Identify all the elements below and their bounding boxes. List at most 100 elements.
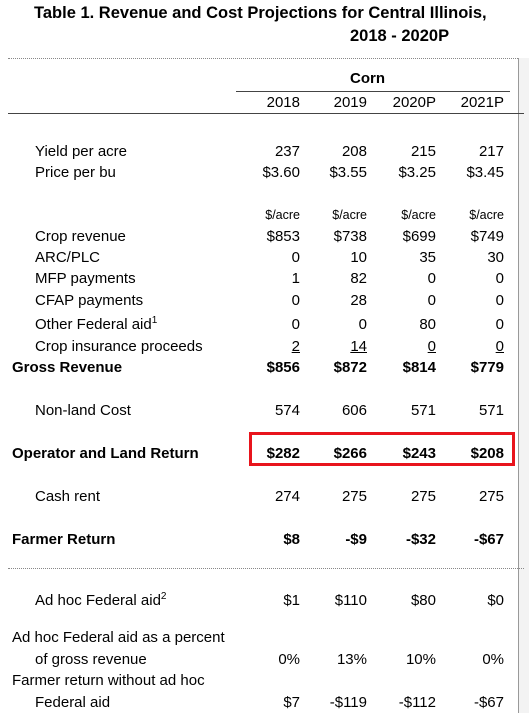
cell-mfp: 0 [427,270,436,287]
cell-farmer-return: $8 [283,531,300,548]
right-column-edge [518,58,529,713]
unit-label: $/acre [332,208,367,222]
cell-cash-rent: 275 [478,488,504,505]
table-title-line2: 2018 - 2020P [350,27,450,45]
row-label-cash-rent: Cash rent [35,488,101,505]
cell-yield: 215 [410,143,436,160]
row-label-insurance: Crop insurance proceeds [35,338,203,355]
cell-insurance: 2 [291,338,300,355]
footnote-marker: 1 [151,315,158,326]
row-label-cfap: CFAP payments [35,292,144,309]
cell-operator-return: $282 [266,445,300,462]
year-header: 2018 [266,94,300,111]
cell-cash-rent: 275 [410,488,436,505]
year-header: 2021P [460,94,504,111]
cell-operator-return: $243 [402,445,436,462]
cell-arc-plc: 0 [291,249,300,266]
row-label-gross-revenue: Gross Revenue [12,359,123,376]
cell-nonland-cost: 571 [478,402,504,419]
year-header: 2019 [333,94,367,111]
cell-other-aid: 80 [419,316,436,333]
footnote-marker: 2 [160,591,167,602]
cell-adhoc-aid: $80 [410,592,436,609]
cell-price: $3.25 [398,164,436,181]
cell-adhoc-aid: $110 [334,592,367,609]
cell-other-aid: 0 [358,316,367,333]
cell-insurance: 14 [350,338,367,355]
top-divider [8,58,524,59]
group-header-underline [236,91,510,92]
cell-farmer-return: -$67 [473,531,504,548]
cell-nonland-cost: 606 [341,402,367,419]
cell-insurance-wrap: 0 [434,338,504,355]
row-label-adhoc-percent-line2: of gross revenue [35,651,147,668]
row-label-arc-plc: ARC/PLC [35,249,101,266]
cell-other-aid: 0 [495,316,504,333]
cell-mfp: 1 [291,270,300,287]
cell-cfap: 0 [427,292,436,309]
cell-without-aid: -$112 [398,694,436,711]
cell-price: $3.55 [329,164,367,181]
row-label-other-aid-text: Other Federal aid [35,316,152,333]
unit-label: $/acre [469,208,504,222]
cell-operator-return: $208 [470,445,504,462]
cell-farmer-return: -$9 [345,531,367,548]
cell-adhoc-percent: 10% [405,651,436,668]
cell-gross-revenue: $872 [333,359,367,376]
row-label-adhoc-aid-text: Ad hoc Federal aid [35,592,161,609]
cell-operator-return: $266 [333,445,367,462]
cell-gross-revenue: $779 [470,359,504,376]
row-label-price: Price per bu [35,164,116,181]
cell-arc-plc: 10 [350,249,367,266]
row-label-without-aid-line2: Federal aid [35,694,111,711]
row-label-without-aid-line1: Farmer return without ad hoc [12,672,205,689]
cell-crop-revenue: $853 [266,228,300,245]
unit-label: $/acre [265,208,300,222]
highlight-box [249,432,515,466]
cell-insurance: 0 [427,338,436,355]
cell-adhoc-percent: 0% [278,651,300,668]
cell-mfp: 82 [350,270,367,287]
cell-arc-plc: 30 [487,249,504,266]
cell-cfap: 0 [495,292,504,309]
row-label-other-aid: Other Federal aid1 [35,315,158,334]
cell-insurance: 0 [495,338,504,355]
row-label-nonland-cost: Non-land Cost [35,402,131,419]
cell-gross-revenue: $814 [402,359,436,376]
header-divider [8,113,524,114]
row-label-adhoc-percent-line1: Ad hoc Federal aid as a percent [12,629,225,646]
cell-price: $3.45 [466,164,504,181]
cell-crop-revenue: $749 [470,228,504,245]
cell-cash-rent: 275 [341,488,367,505]
unit-label: $/acre [401,208,436,222]
cell-adhoc-aid: $1 [283,592,300,609]
cell-price: $3.60 [262,164,300,181]
cell-insurance-wrap: 14 [297,338,367,355]
cell-nonland-cost: 574 [274,402,300,419]
cell-other-aid: 0 [291,316,300,333]
cell-adhoc-percent: 13% [336,651,367,668]
year-header: 2020P [392,94,436,111]
row-label-operator-return: Operator and Land Return [12,445,199,462]
group-header-corn: Corn [350,70,385,87]
cell-yield: 208 [341,143,367,160]
row-label-adhoc-aid: Ad hoc Federal aid2 [35,591,167,610]
cell-crop-revenue: $738 [333,228,367,245]
cell-yield: 217 [478,143,504,160]
cell-yield: 237 [274,143,300,160]
cell-without-aid: -$67 [473,694,504,711]
bottom-divider [8,568,524,569]
row-label-yield: Yield per acre [35,143,127,160]
cell-arc-plc: 35 [419,249,436,266]
cell-adhoc-percent: 0% [482,651,504,668]
cell-cfap: 28 [350,292,367,309]
cell-mfp: 0 [495,270,504,287]
row-label-farmer-return: Farmer Return [12,531,116,548]
cell-gross-revenue: $856 [266,359,300,376]
row-label-crop-revenue: Crop revenue [35,228,126,245]
cell-without-aid: $7 [283,694,300,711]
table-title-line1: Table 1. Revenue and Cost Projections fo… [34,4,487,22]
cell-adhoc-aid: $0 [487,592,504,609]
cell-cash-rent: 274 [274,488,300,505]
cell-cfap: 0 [291,292,300,309]
